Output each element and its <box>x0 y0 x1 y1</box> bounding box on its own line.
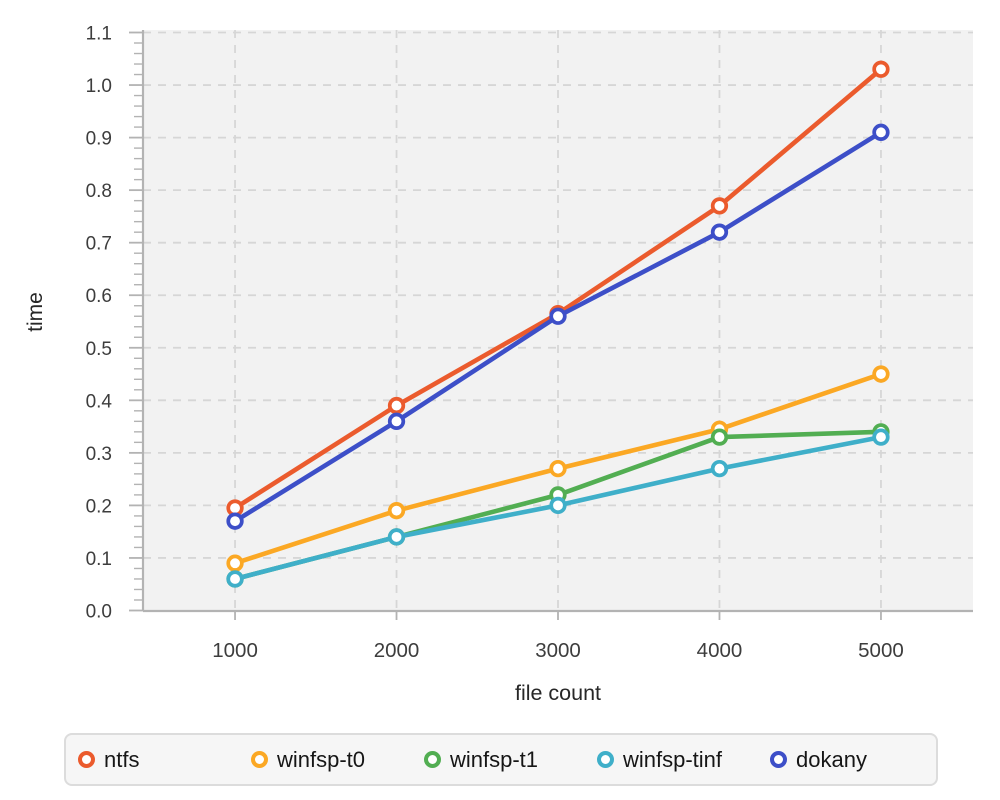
data-point-ntfs <box>872 60 890 78</box>
legend-item-winfsp-t1[interactable]: winfsp-t1 <box>424 746 597 772</box>
y-axis-title: time <box>24 292 47 332</box>
y-tick-label: 0.2 <box>86 496 112 517</box>
legend-item-winfsp-t0[interactable]: winfsp-t0 <box>251 746 424 772</box>
legend-item-winfsp-tinf[interactable]: winfsp-tinf <box>597 746 770 772</box>
data-point-dokany <box>387 412 406 430</box>
y-tick-label: 1.1 <box>86 24 112 45</box>
data-point-ntfs <box>387 396 406 415</box>
legend-label: ntfs <box>104 746 140 772</box>
legend-item-dokany[interactable]: dokany <box>770 746 867 772</box>
y-tick-label: 1.0 <box>86 76 112 97</box>
data-point-dokany <box>226 512 244 530</box>
y-tick-label: 0.5 <box>86 339 112 360</box>
line-chart: 0.0 0.1 0.2 0.3 0.4 0.5 0.6 0.7 0.8 0.9 1.0 1.1 1000… <box>24 24 973 705</box>
legend-marker-icon <box>251 751 268 768</box>
data-point-dokany <box>710 223 729 241</box>
tick-labels: 0.0 0.1 0.2 0.3 0.4 0.5 0.6 0.7 0.8 0.9 1.0 1.1 1000… <box>86 24 904 663</box>
legend-label: winfsp-t0 <box>277 746 366 772</box>
y-tick-label: 0.1 <box>86 549 112 570</box>
y-tick-label: 0.6 <box>86 286 112 307</box>
y-tick-label: 0.4 <box>86 391 113 412</box>
tick-marks <box>129 31 882 620</box>
series-winfsp-tinf <box>226 428 890 588</box>
x-tick-label: 4000 <box>697 639 743 662</box>
legend-marker-icon <box>424 751 441 768</box>
data-point-winfsp-tinf <box>710 459 729 478</box>
y-tick-label: 0.7 <box>86 234 112 255</box>
data-point-winfsp-t0 <box>226 554 244 572</box>
legend-marker-icon <box>78 751 95 768</box>
x-tick-label: 1000 <box>212 639 258 662</box>
x-tick-label: 2000 <box>374 639 420 662</box>
legend-item-ntfs[interactable]: ntfs <box>78 746 251 772</box>
y-tick-label: 0.8 <box>86 181 112 202</box>
data-point-winfsp-t0 <box>549 459 567 478</box>
series-dokany <box>226 123 890 530</box>
data-point-winfsp-tinf <box>549 496 567 515</box>
y-tick-label: 0.0 <box>86 602 112 623</box>
y-tick-label: 0.3 <box>86 444 112 465</box>
data-point-winfsp-tinf <box>226 570 244 588</box>
legend-label: winfsp-tinf <box>623 746 723 772</box>
series-layer <box>226 60 890 588</box>
data-point-winfsp-tinf <box>387 528 406 546</box>
legend-label: dokany <box>796 746 867 772</box>
legend-label: winfsp-t1 <box>450 746 539 772</box>
data-point-dokany <box>549 307 567 325</box>
data-point-dokany <box>872 123 890 141</box>
legend: ntfs winfsp-t0 winfsp-t1 winfsp-tinf dokany <box>64 733 938 786</box>
data-point-winfsp-t0 <box>387 502 406 520</box>
legend-marker-icon <box>770 751 787 768</box>
data-point-winfsp-t1 <box>710 428 729 446</box>
x-tick-label: 3000 <box>535 639 581 662</box>
data-point-winfsp-t0 <box>872 365 890 383</box>
x-axis-title: file count <box>515 681 601 705</box>
data-point-ntfs <box>710 197 729 215</box>
y-tick-label: 0.9 <box>86 129 112 150</box>
data-point-winfsp-tinf <box>872 428 890 446</box>
legend-marker-icon <box>597 751 614 768</box>
x-tick-label: 5000 <box>858 639 904 662</box>
